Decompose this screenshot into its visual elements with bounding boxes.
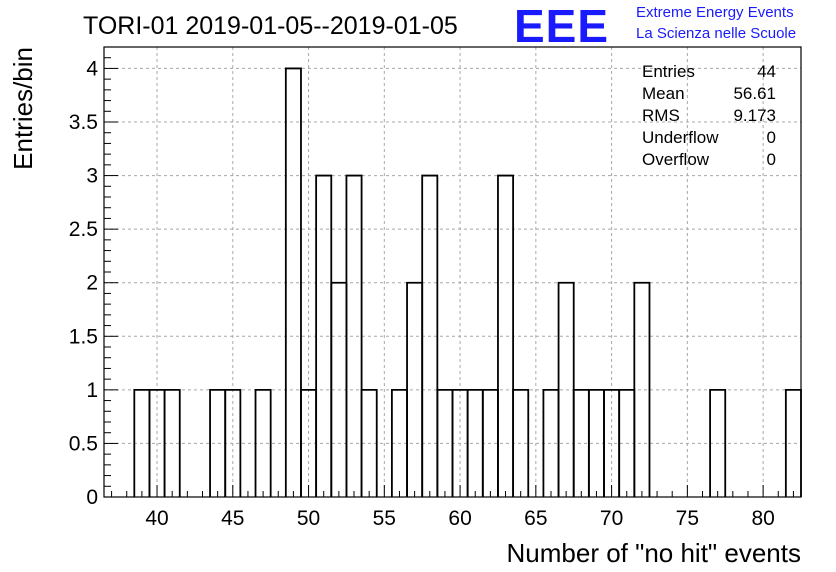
stats-underflow-label: Underflow: [642, 128, 719, 147]
x-tick-label: 60: [448, 507, 471, 530]
axis-ticks: [104, 46, 794, 498]
y-tick-labels: 0 0.5 1 1.5 2 2.5 3 3.5 4: [69, 57, 99, 509]
x-tick-label: 70: [600, 507, 623, 530]
y-tick-label: 0: [86, 486, 98, 509]
y-tick-label: 1: [86, 379, 98, 402]
stats-entries-value: 44: [757, 62, 776, 81]
histogram-bar: [284, 67, 302, 497]
stats-underflow-value: 0: [767, 128, 776, 147]
y-tick-label: 2: [86, 272, 98, 295]
x-tick-labels: 40 45 50 55 60 65 70 75 80: [145, 507, 774, 530]
stats-rms-label: RMS: [642, 106, 680, 125]
stats-mean-label: Mean: [642, 84, 685, 103]
logo-line-1: Extreme Energy Events: [636, 4, 794, 21]
stats-entries-label: Entries: [642, 62, 695, 81]
histogram-bar: [633, 281, 651, 497]
eee-logo: EEE Extreme Energy Events La Scienza nel…: [514, 0, 796, 52]
eee-logo-mark: EEE: [514, 0, 609, 52]
stats-box: Entries 44 Mean 56.61 RMS 9.173 Underflo…: [642, 62, 776, 169]
histogram-bar: [497, 174, 515, 497]
histogram-bar: [360, 388, 378, 497]
histogram-bar: [421, 174, 439, 497]
histogram-bar: [709, 388, 727, 497]
stats-overflow-label: Overflow: [642, 150, 710, 169]
histogram-bar: [436, 388, 454, 497]
x-tick-label: 50: [297, 507, 320, 530]
y-tick-label: 2.5: [69, 218, 98, 241]
histogram-bar: [406, 281, 424, 497]
histogram-bar: [345, 174, 363, 497]
histogram-bar: [466, 388, 484, 497]
histogram-bar: [163, 388, 181, 497]
histogram-bar: [512, 388, 530, 497]
histogram-bar: [254, 388, 272, 497]
x-tick-label: 55: [373, 507, 396, 530]
x-tick-label: 80: [751, 507, 774, 530]
x-tick-label: 40: [145, 507, 168, 530]
x-tick-label: 75: [676, 507, 699, 530]
y-tick-label: 0.5: [69, 432, 98, 455]
y-axis-title: Entries/bin: [8, 47, 38, 170]
y-tick-label: 1.5: [69, 325, 98, 348]
histogram-bars: [133, 67, 802, 497]
y-tick-label: 4: [86, 57, 98, 80]
stats-overflow-value: 0: [767, 150, 776, 169]
stats-rms-value: 9.173: [733, 106, 776, 125]
x-tick-label: 65: [524, 507, 547, 530]
y-tick-label: 3.5: [69, 111, 98, 134]
histogram-bar: [224, 388, 242, 497]
histogram-bar: [315, 174, 333, 497]
y-tick-label: 3: [86, 165, 98, 188]
x-tick-label: 45: [221, 507, 244, 530]
x-axis-title: Number of "no hit" events: [507, 538, 802, 568]
stats-mean-value: 56.61: [733, 84, 776, 103]
logo-line-2: La Scienza nelle Scuole: [636, 25, 796, 42]
chart-title: TORI-01 2019-01-05--2019-01-05: [83, 12, 458, 40]
